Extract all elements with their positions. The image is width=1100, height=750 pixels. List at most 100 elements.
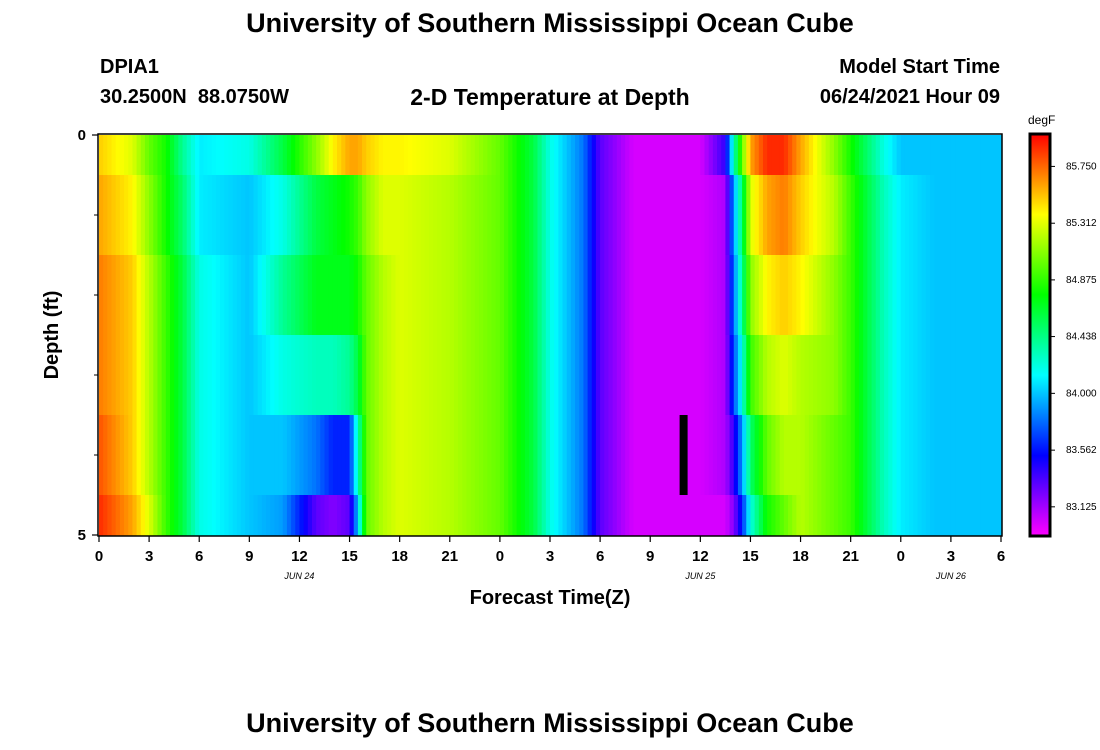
heatmap-cell xyxy=(491,175,497,256)
heatmap-cell xyxy=(199,255,204,336)
heatmap-cell xyxy=(449,255,455,336)
heatmap-cell xyxy=(712,495,718,536)
heatmap-cell xyxy=(675,175,681,256)
heatmap-cell xyxy=(182,415,188,496)
heatmap-cell xyxy=(817,335,823,416)
heatmap-cell xyxy=(687,495,693,536)
heatmap-cell xyxy=(286,175,292,256)
heatmap-cell xyxy=(808,135,814,176)
heatmap-cell xyxy=(119,135,125,176)
heatmap-cell xyxy=(742,335,747,416)
heatmap-cell xyxy=(804,135,810,176)
heatmap-cell xyxy=(345,175,351,256)
heatmap-cell xyxy=(570,255,576,336)
heatmap-cell xyxy=(641,495,647,536)
heatmap-cell xyxy=(612,175,618,256)
heatmap-cell xyxy=(909,135,914,176)
heatmap-cell xyxy=(149,135,154,176)
heatmap-cell xyxy=(671,255,676,336)
heatmap-cell xyxy=(963,495,969,536)
heatmap-cell xyxy=(762,175,768,256)
heatmap-cell xyxy=(261,495,267,536)
heatmap-cell xyxy=(328,135,334,176)
heatmap-cell xyxy=(925,135,931,176)
heatmap-cell xyxy=(328,255,334,336)
heatmap-cell xyxy=(813,415,818,496)
heatmap-cell xyxy=(274,495,280,536)
heatmap-cell xyxy=(754,495,760,536)
heatmap-cell xyxy=(499,415,505,496)
heatmap-cell xyxy=(474,135,480,176)
heatmap-cell xyxy=(955,175,960,256)
heatmap-cell xyxy=(888,415,894,496)
heatmap-cell xyxy=(783,255,789,336)
heatmap-cell xyxy=(157,175,163,256)
heatmap-cell xyxy=(558,415,564,496)
y-axis: 05 xyxy=(78,127,98,544)
heatmap-cell xyxy=(524,255,530,336)
heatmap-cell xyxy=(391,495,397,536)
heatmap-cell xyxy=(616,415,622,496)
heatmap-cell xyxy=(604,335,610,416)
heatmap-cell xyxy=(629,255,635,336)
heatmap-cell xyxy=(299,415,305,496)
heatmap-cell xyxy=(533,135,539,176)
heatmap-cell xyxy=(174,255,179,336)
heatmap-cell xyxy=(562,495,568,536)
heatmap-cell xyxy=(767,495,772,536)
heatmap-cell xyxy=(332,495,338,536)
heatmap-cell xyxy=(595,175,601,256)
heatmap-cell xyxy=(796,135,802,176)
heatmap-cell xyxy=(871,175,877,256)
heatmap-cell xyxy=(257,135,263,176)
heatmap-cell xyxy=(554,135,559,176)
heatmap-cell xyxy=(186,495,192,536)
heatmap-cell xyxy=(942,135,948,176)
heatmap-cell xyxy=(620,335,626,416)
heatmap-cell xyxy=(600,255,605,336)
heatmap-cell xyxy=(821,135,827,176)
heatmap-cell xyxy=(182,255,188,336)
heatmap-cell xyxy=(838,135,843,176)
heatmap-cell xyxy=(579,335,585,416)
heatmap-cell xyxy=(742,135,747,176)
heatmap-cell xyxy=(291,135,296,176)
heatmap-cell xyxy=(215,135,221,176)
heatmap-cell xyxy=(537,255,543,336)
heatmap-cell xyxy=(821,335,827,416)
heatmap-cell xyxy=(103,495,108,536)
heatmap-cell xyxy=(884,255,889,336)
heatmap-cell xyxy=(424,175,430,256)
heatmap-cell xyxy=(717,175,722,256)
heatmap-cell xyxy=(683,255,689,336)
heatmap-cell xyxy=(767,135,772,176)
heatmap-cell xyxy=(295,335,301,416)
heatmap-cell xyxy=(909,255,914,336)
heatmap-cell xyxy=(654,415,660,496)
heatmap-cell xyxy=(303,335,309,416)
heatmap-cell xyxy=(470,135,476,176)
heatmap-cell xyxy=(650,335,655,416)
heatmap-cell xyxy=(767,175,772,256)
heatmap-cell xyxy=(871,335,877,416)
heatmap-cell xyxy=(646,335,651,416)
heatmap-cell xyxy=(813,495,818,536)
heatmap-cell xyxy=(458,175,463,256)
heatmap-cell xyxy=(236,335,242,416)
heatmap-cell xyxy=(270,135,275,176)
heatmap-cell xyxy=(608,255,614,336)
heatmap-cell xyxy=(671,415,676,496)
heatmap-cell xyxy=(249,175,255,256)
heatmap-cell xyxy=(654,175,660,256)
heatmap-cell xyxy=(595,335,601,416)
heatmap-cell xyxy=(892,135,898,176)
heatmap-cell xyxy=(871,415,877,496)
heatmap-cell xyxy=(650,255,655,336)
heatmap-cell xyxy=(896,135,902,176)
heatmap-cell xyxy=(729,495,735,536)
heatmap-cell xyxy=(161,175,167,256)
heatmap-cell xyxy=(445,415,451,496)
heatmap-cell xyxy=(337,175,342,256)
heatmap-cell xyxy=(391,255,397,336)
heatmap-cell xyxy=(253,175,259,256)
